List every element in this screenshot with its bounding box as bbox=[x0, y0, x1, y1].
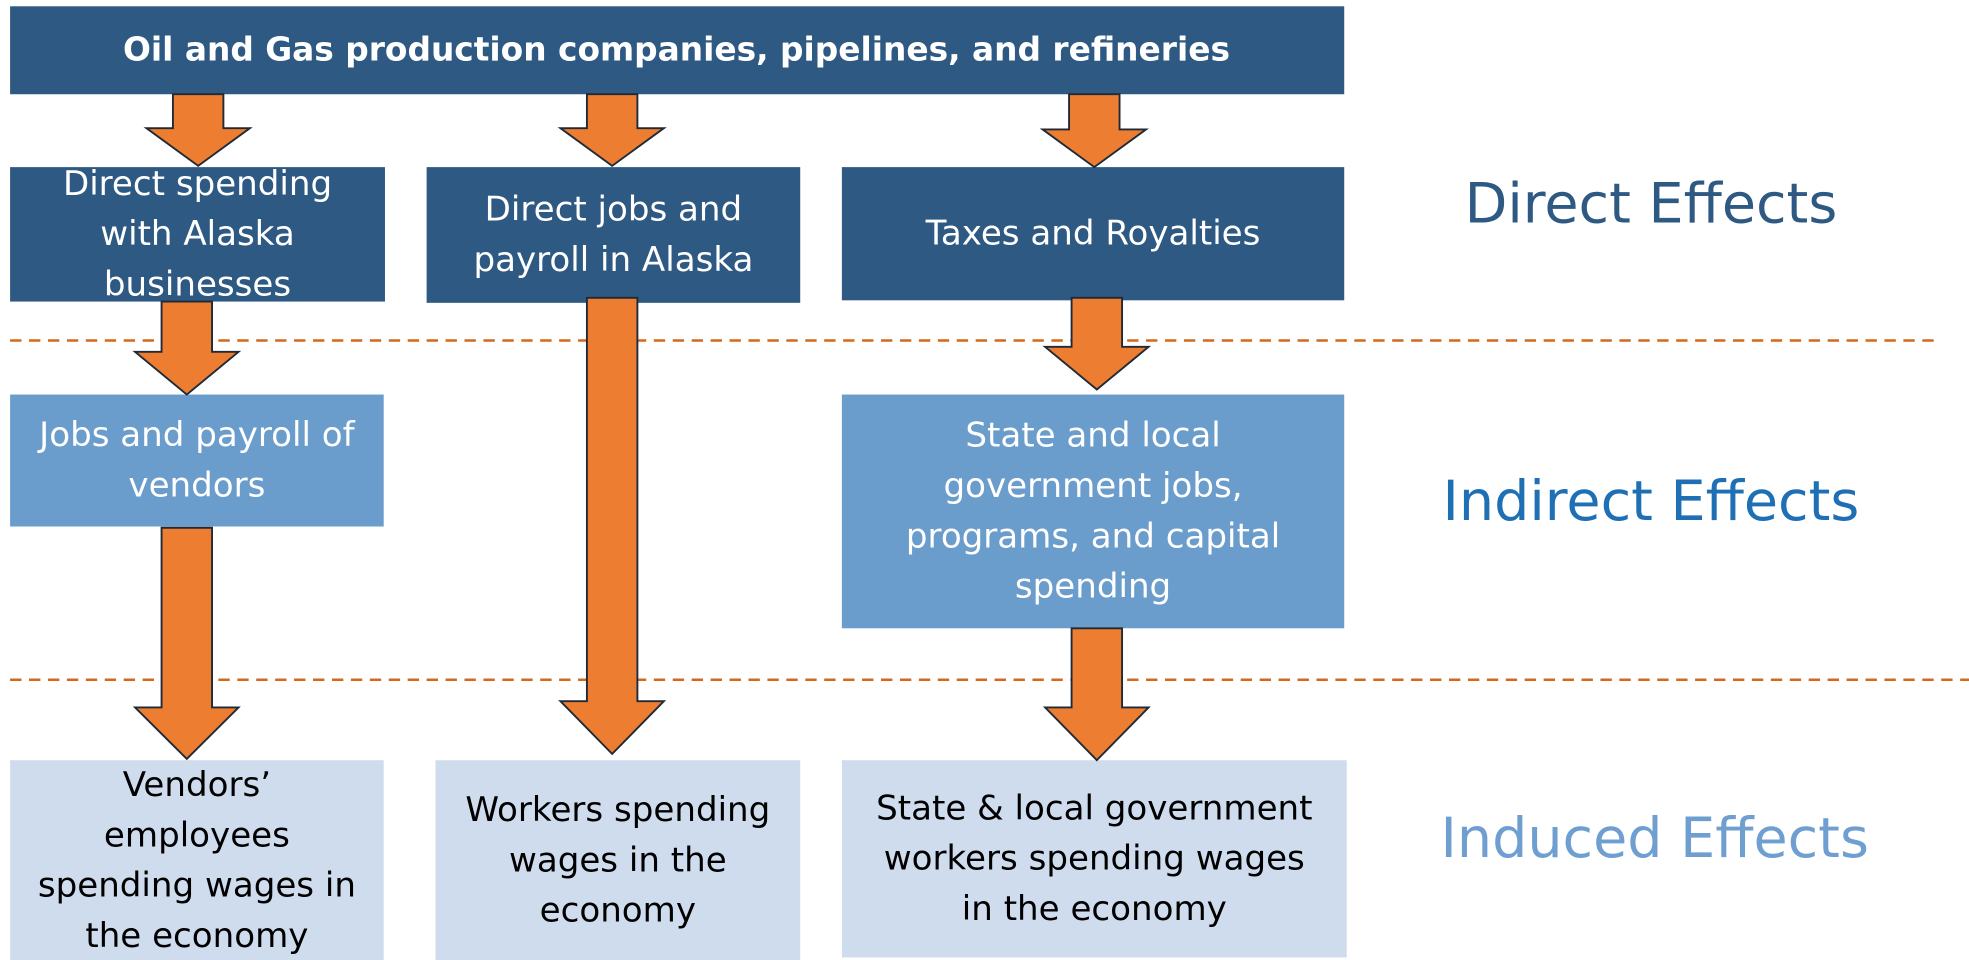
arrow bbox=[1042, 296, 1152, 391]
node-label: Direct spending bbox=[63, 164, 332, 204]
node-box bbox=[841, 760, 1347, 958]
arrow bbox=[1042, 627, 1151, 762]
arrow bbox=[557, 93, 667, 168]
node-label: spending wages in bbox=[38, 866, 356, 906]
node-label: economy bbox=[540, 891, 696, 931]
node-label: Workers spending bbox=[465, 790, 770, 830]
arrow bbox=[132, 300, 242, 396]
node-label: businesses bbox=[104, 264, 291, 304]
node-box bbox=[841, 167, 1345, 301]
node-label: Vendors’ bbox=[123, 765, 271, 805]
node-label: employees bbox=[104, 815, 290, 855]
node-box bbox=[841, 394, 1345, 629]
node-label: the economy bbox=[85, 916, 308, 956]
header-title: Oil and Gas production companies, pipeli… bbox=[123, 31, 1230, 69]
node-box bbox=[426, 167, 801, 303]
node-label: wages in the bbox=[509, 841, 727, 881]
node-label: payroll in Alaska bbox=[473, 240, 753, 280]
node-label: programs, and capital bbox=[906, 516, 1280, 556]
node-label: Jobs and payroll of bbox=[37, 415, 355, 455]
node-label: workers spending wages bbox=[884, 839, 1305, 879]
node-label: with Alaska bbox=[100, 214, 295, 254]
node-label: government jobs, bbox=[943, 466, 1242, 506]
node-box bbox=[10, 760, 384, 960]
arrow bbox=[132, 526, 241, 761]
node-label: vendors bbox=[128, 465, 265, 505]
header-box bbox=[10, 6, 1345, 95]
node-label: Taxes and Royalties bbox=[925, 214, 1261, 254]
node-box bbox=[435, 760, 801, 960]
node-label: Direct jobs and bbox=[485, 190, 743, 230]
node-label: State and local bbox=[965, 416, 1220, 456]
node-label: State & local government bbox=[876, 788, 1312, 828]
node-label: spending bbox=[1015, 567, 1171, 607]
node-box bbox=[10, 167, 385, 302]
arrow bbox=[1039, 93, 1149, 169]
level-label: Direct Effects bbox=[1465, 173, 1838, 237]
level-label: Induced Effects bbox=[1441, 807, 1869, 871]
arrow bbox=[558, 296, 667, 756]
level-label: Indirect Effects bbox=[1443, 470, 1860, 534]
node-box bbox=[10, 394, 384, 527]
node-label: in the economy bbox=[962, 889, 1227, 929]
arrow bbox=[143, 93, 253, 168]
